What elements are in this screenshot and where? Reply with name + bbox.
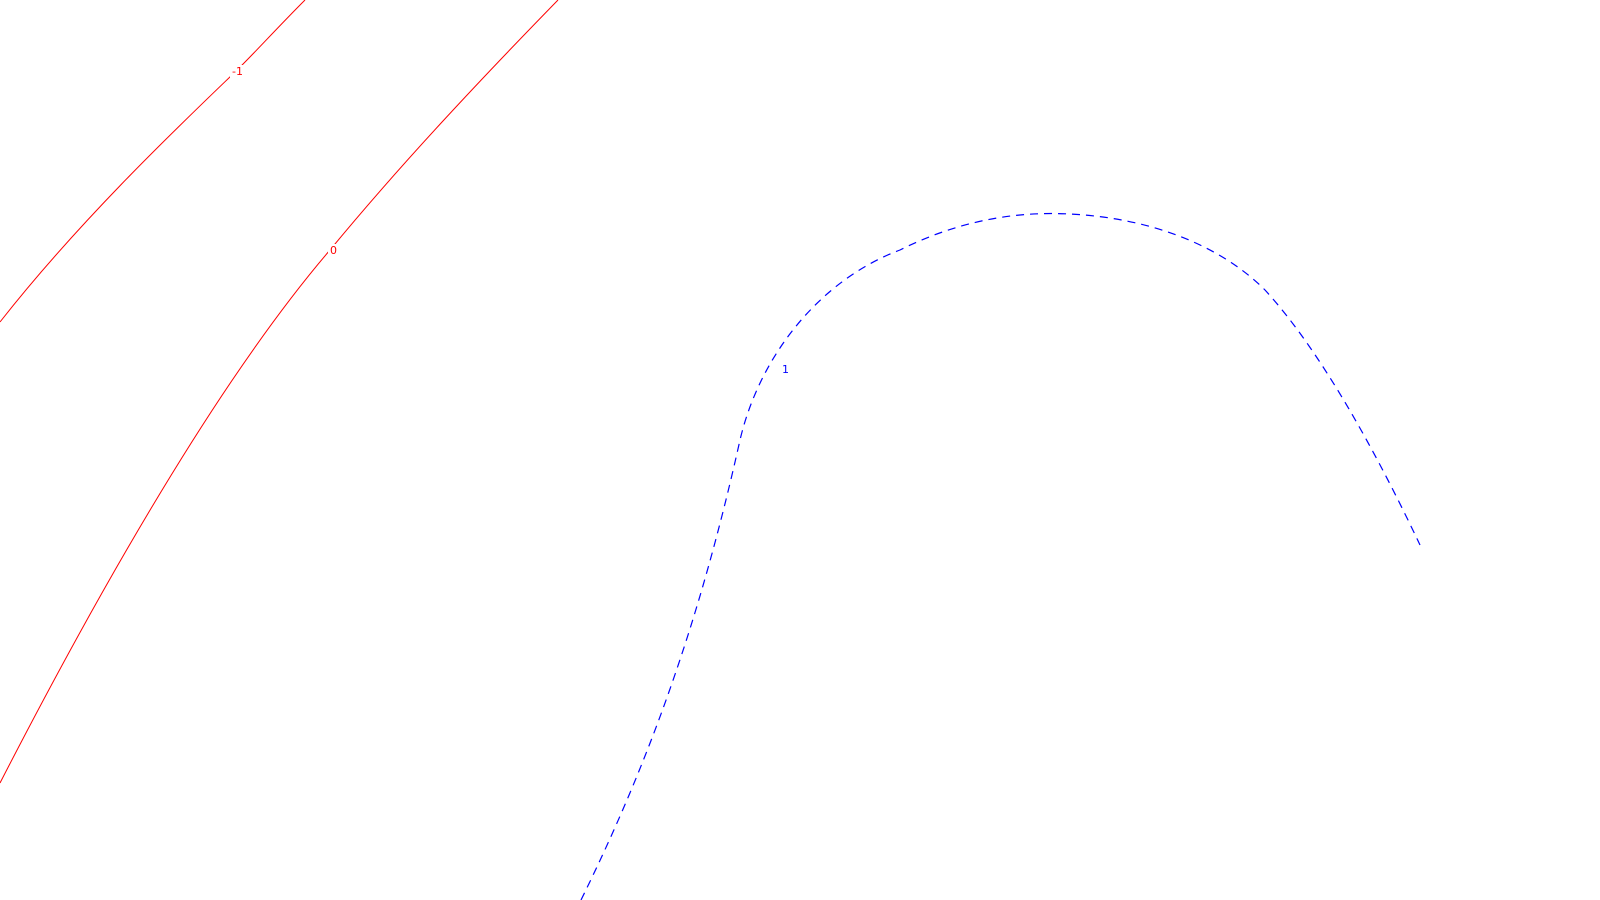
contour-label-0: 0 <box>330 244 337 257</box>
contour-line-1: 1 <box>580 212 1421 900</box>
contour-label-1: 1 <box>782 363 789 376</box>
contour-label-background <box>780 363 791 376</box>
contour-label-neg1: -1 <box>232 65 243 78</box>
contour-line-neg1: -1 <box>0 0 306 323</box>
contour-label-background <box>328 244 339 257</box>
contour-path-neg1 <box>0 0 306 323</box>
contour-path-0 <box>0 0 559 784</box>
contour-path-1 <box>580 212 1421 900</box>
contour-label-background <box>230 65 245 78</box>
contour-line-0: 0 <box>0 0 559 784</box>
